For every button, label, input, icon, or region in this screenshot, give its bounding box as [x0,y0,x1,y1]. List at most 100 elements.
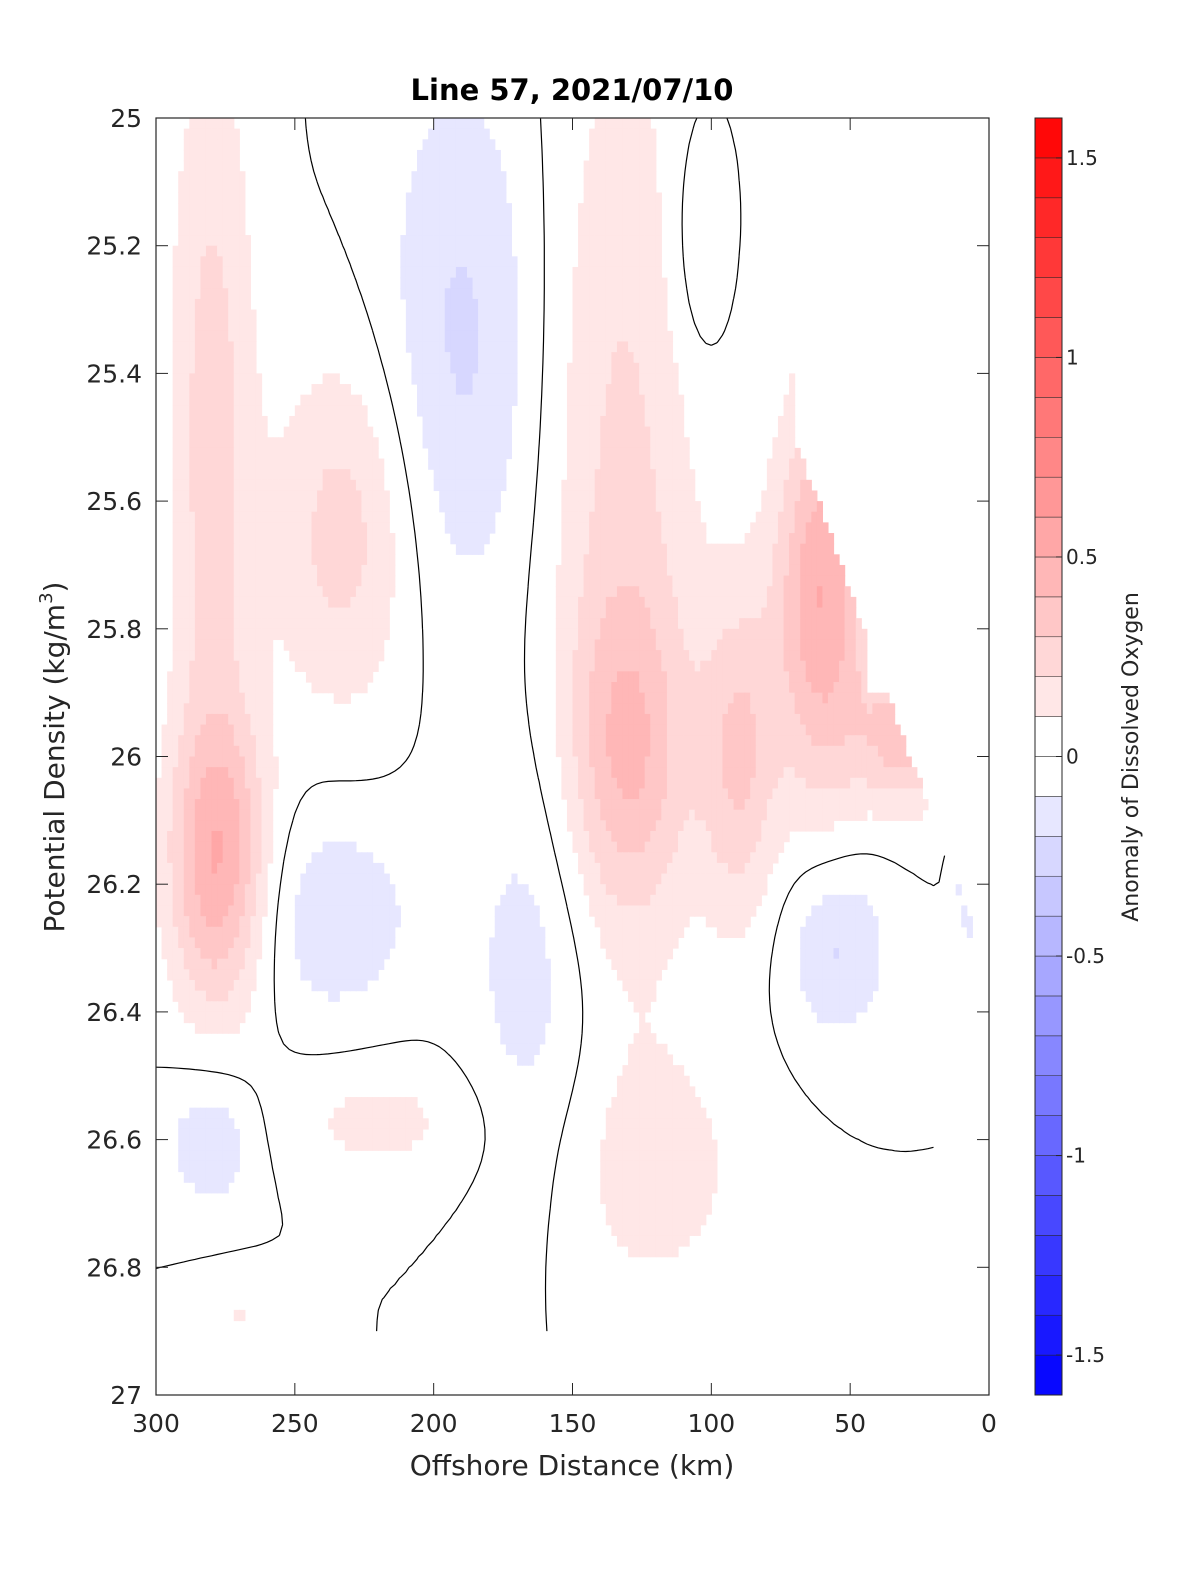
anomaly-cell [483,415,490,428]
anomaly-cell [172,405,179,417]
anomaly-cell [611,490,618,502]
anomaly-cell [250,394,257,406]
anomaly-cell [272,575,279,587]
anomaly-cell [850,745,857,758]
anomaly-cell [439,266,446,279]
anomaly-cell [322,596,329,609]
anomaly-cell [661,671,668,683]
anomaly-cell [172,330,179,343]
anomaly-cell [727,703,735,715]
anomaly-cell [566,586,574,598]
anomaly-cell [722,756,729,768]
anomaly-cell [589,256,596,268]
anomaly-cell [644,394,651,406]
anomaly-cell [466,458,474,470]
anomaly-cell [211,181,218,194]
anomaly-cell [611,128,618,140]
anomaly-cell [333,639,340,651]
anomaly-cell [328,607,335,619]
anomaly-cell [750,543,757,555]
anomaly-cell [255,384,263,396]
anomaly-cell [772,575,779,587]
anomaly-cell [672,575,679,587]
anomaly-cell [566,596,574,609]
anomaly-cell [822,522,829,534]
anomaly-cell [200,160,207,172]
anomaly-cell [244,458,251,470]
anomaly-cell [239,724,246,736]
anomaly-cell [250,384,257,396]
anomaly-cell [355,469,363,481]
anomaly-cell [222,394,229,406]
anomaly-cell [661,745,668,758]
anomaly-cell [305,490,313,502]
anomaly-cell [872,809,879,821]
anomaly-cell [194,639,202,651]
anomaly-cell [344,852,351,864]
anomaly-cell [616,671,624,683]
anomaly-cell [211,862,218,875]
anomaly-cell [578,266,585,279]
anomaly-cell [183,320,190,332]
anomaly-cell [205,799,213,811]
anomaly-cell [633,447,640,460]
anomaly-cell [833,713,840,726]
anomaly-cell [439,394,446,406]
anomaly-cell [622,224,629,236]
anomaly-cell [222,277,229,289]
anomaly-cell [472,192,479,204]
anomaly-cell [589,437,596,449]
anomaly-cell [783,809,790,821]
anomaly-cell [367,511,374,523]
anomaly-cell [689,788,696,800]
anomaly-cell [655,618,662,630]
anomaly-cell [228,149,235,162]
anomaly-cell [311,873,318,885]
anomaly-cell [672,373,679,385]
anomaly-cell [700,618,707,630]
anomaly-cell [844,650,851,662]
anomaly-cell [644,426,651,438]
anomaly-cell [739,618,746,630]
anomaly-cell [255,639,263,651]
anomaly-cell [678,426,685,438]
anomaly-cell [505,437,513,449]
anomaly-cell [172,607,179,619]
anomaly-cell [750,724,757,736]
anomaly-cell [600,447,607,460]
anomaly-cell [444,384,451,396]
anomaly-cell [839,682,846,694]
anomaly-cell [228,809,235,821]
anomaly-cell [733,862,740,875]
anomaly-cell [616,745,624,758]
anomaly-cell [439,128,446,140]
anomaly-cell [217,288,224,300]
anomaly-cell [589,756,596,768]
anomaly-cell [294,660,301,672]
anomaly-cell [167,713,174,726]
anomaly-cell [228,437,235,449]
anomaly-cell [716,607,724,619]
anomaly-cell [489,415,496,428]
anomaly-cell [183,352,190,364]
anomaly-cell [200,756,207,768]
anomaly-cell [261,735,268,747]
anomaly-cell [578,671,585,683]
anomaly-cell [444,490,451,502]
anomaly-cell [672,713,679,726]
anomaly-cell [200,213,207,226]
anomaly-cell [189,426,196,438]
anomaly-cell [239,607,246,619]
anomaly-cell [694,852,701,864]
anomaly-cell [161,820,168,832]
anomaly-cell [750,841,757,853]
anomaly-cell [628,490,635,502]
anomaly-cell [716,554,724,566]
anomaly-cell [278,447,285,460]
anomaly-cell [622,628,629,641]
anomaly-cell [233,469,240,481]
anomaly-cell [605,373,612,385]
anomaly-cell [272,458,279,470]
anomaly-cell [733,554,740,566]
anomaly-cell [628,192,635,204]
